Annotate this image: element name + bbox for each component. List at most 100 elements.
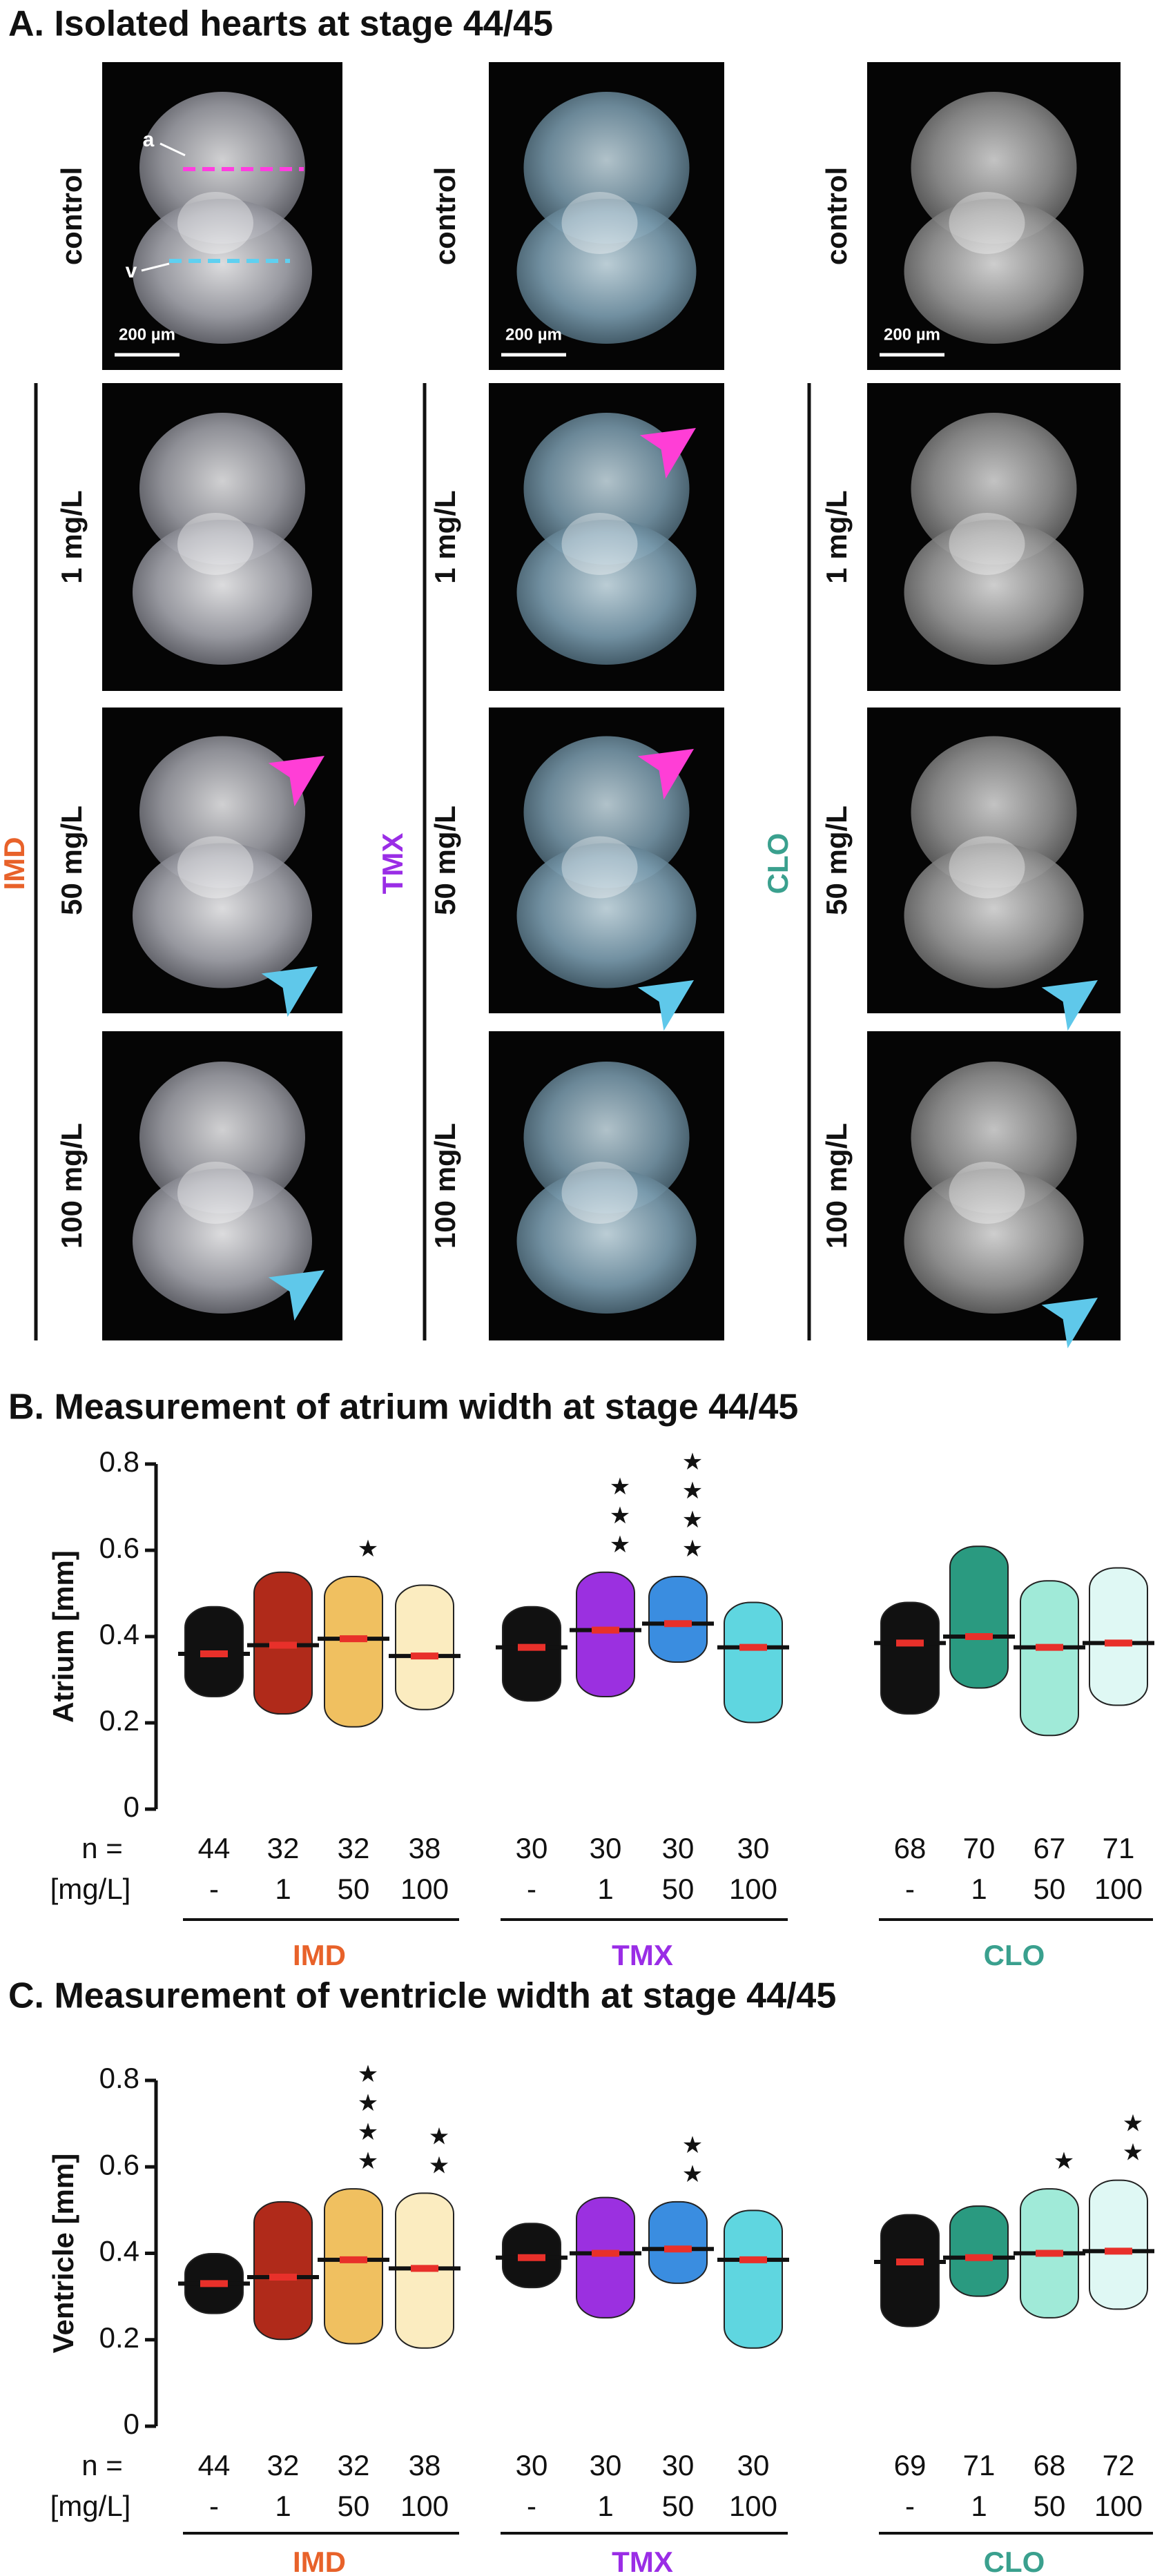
n-value: 30 <box>662 1832 695 1864</box>
chart-title: C. Measurement of ventricle width at sta… <box>8 1976 836 2016</box>
row-label: control <box>820 167 853 265</box>
dot-cloud <box>880 1601 940 1715</box>
arrowhead <box>268 1270 324 1321</box>
n-value: 71 <box>963 2449 996 2481</box>
dose: - <box>209 1873 219 1905</box>
heart-highlight <box>561 1162 638 1224</box>
dose: 100 <box>1094 2490 1143 2522</box>
heart-ventricle <box>904 843 1084 988</box>
heart-atrium <box>523 92 690 244</box>
y-tick-label: 0.6 <box>99 2148 139 2180</box>
dot-cloud <box>253 2201 313 2341</box>
dose: 1 <box>597 1873 613 1905</box>
y-tick-label: 0.4 <box>99 1618 139 1650</box>
dot-cloud <box>395 1584 454 1710</box>
row-label: 1 mg/L <box>820 490 853 583</box>
dot-cloud <box>724 2209 783 2349</box>
significance: ★★★ <box>607 1473 633 1560</box>
y-tick-label: 0 <box>124 2408 139 2440</box>
row-label: control <box>55 167 88 265</box>
dose: 1 <box>971 2490 987 2522</box>
row-label: 100 mg/L <box>55 1123 88 1249</box>
significance: ★ <box>355 1535 381 1564</box>
n-value: 30 <box>590 1832 622 1864</box>
dose-label: [mg/L] <box>50 2490 131 2522</box>
significance: ★★★★ <box>679 1448 706 1564</box>
group-label: TMX <box>612 1939 673 1971</box>
group-label: IMD <box>0 837 30 890</box>
scale-bar-label: 200 µm <box>119 325 175 344</box>
n-value: 44 <box>198 2449 231 2481</box>
row-label: 50 mg/L <box>820 806 853 915</box>
arrowhead <box>261 966 318 1017</box>
dose: 100 <box>400 1873 449 1905</box>
group-label: TMX <box>376 833 409 895</box>
significance: ★ <box>1051 2147 1077 2176</box>
heart-atrium <box>139 413 305 565</box>
dose: 50 <box>338 2490 370 2522</box>
n-value: 32 <box>338 1832 370 1864</box>
pointer <box>159 142 186 157</box>
heart-ventricle <box>904 520 1084 665</box>
row-label: 50 mg/L <box>429 806 461 915</box>
dot-cloud <box>880 2214 940 2328</box>
dose: 1 <box>275 2490 291 2522</box>
heart-ventricle <box>516 843 697 988</box>
dose: 50 <box>662 1873 695 1905</box>
significance: ★★ <box>426 2123 452 2180</box>
dose: 100 <box>729 1873 777 1905</box>
heart-ventricle <box>133 1169 312 1314</box>
ventricle-label: v <box>126 260 137 282</box>
heart-highlight <box>949 836 1025 899</box>
dot-cloud <box>324 1576 383 1728</box>
n-value: 30 <box>737 1832 770 1864</box>
arrowhead <box>1041 1298 1098 1349</box>
n-value: 30 <box>516 2449 548 2481</box>
arrowhead <box>639 428 696 479</box>
group-label: CLO <box>984 1939 1045 1971</box>
arrowhead <box>1041 980 1098 1031</box>
dose: 100 <box>1094 1873 1143 1905</box>
dot-cloud <box>576 2196 635 2319</box>
heart-highlight <box>949 513 1025 575</box>
heart-highlight <box>177 513 253 575</box>
heart-ventricle <box>904 1169 1084 1314</box>
panel-a-title: A. Isolated hearts at stage 44/45 <box>8 4 553 44</box>
group-label: CLO <box>984 2546 1045 2576</box>
group-label: TMX <box>612 2546 673 2576</box>
dose: 50 <box>662 2490 695 2522</box>
heart-highlight <box>949 192 1025 254</box>
dose: - <box>527 2490 536 2522</box>
n-value: 32 <box>267 1832 300 1864</box>
n-value: 38 <box>409 2449 441 2481</box>
heart-ventricle <box>133 199 312 344</box>
dose: 50 <box>338 1873 370 1905</box>
n-value: 44 <box>198 1832 231 1864</box>
dot-cloud <box>576 1571 635 1697</box>
dose: 50 <box>1034 2490 1066 2522</box>
dot-cloud <box>724 1601 783 1724</box>
heart-ventricle <box>516 199 697 344</box>
heart-highlight <box>561 513 638 575</box>
dot-cloud <box>1089 2179 1148 2310</box>
dose: 50 <box>1034 1873 1066 1905</box>
n-label: n = <box>81 2449 123 2481</box>
heart-atrium <box>911 413 1077 565</box>
row-label: 100 mg/L <box>820 1123 853 1249</box>
n-value: 32 <box>338 2449 370 2481</box>
dose-label: [mg/L] <box>50 1873 131 1905</box>
row-label: 50 mg/L <box>55 806 88 915</box>
atrium-label: a <box>143 128 155 151</box>
heart-atrium <box>911 736 1077 888</box>
heart-highlight <box>177 192 253 254</box>
n-value: 38 <box>409 1832 441 1864</box>
heart-ventricle <box>133 520 312 665</box>
n-value: 71 <box>1103 1832 1135 1864</box>
y-tick-label: 0.2 <box>99 2321 139 2354</box>
heart-atrium <box>139 1062 305 1213</box>
dot-cloud <box>1020 1580 1079 1737</box>
heart-atrium <box>139 736 305 888</box>
y-tick-label: 0.6 <box>99 1532 139 1564</box>
dose: - <box>905 2490 915 2522</box>
